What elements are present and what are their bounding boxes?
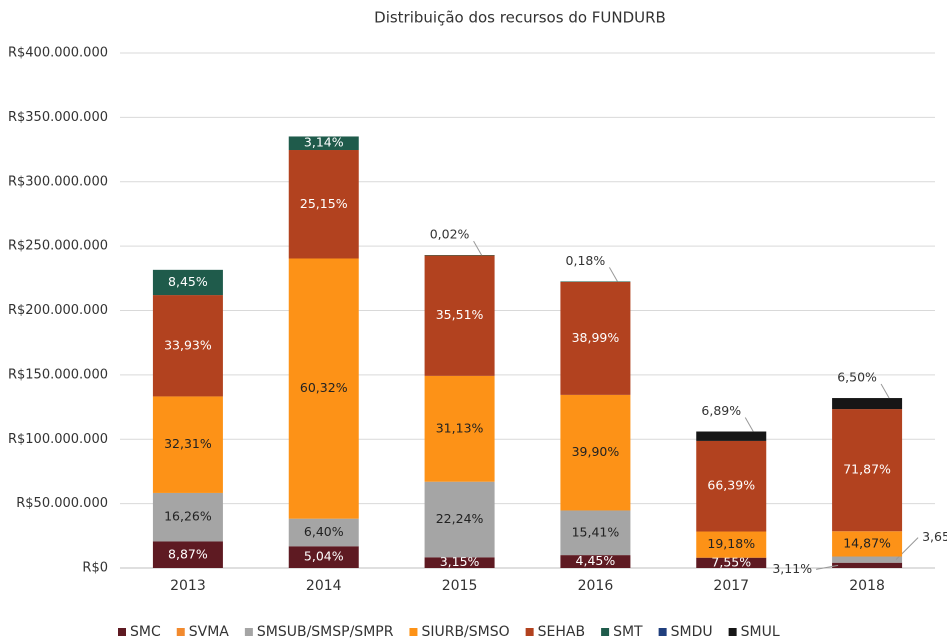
y-tick-label: R$300.000.000 (8, 174, 108, 189)
x-tick-label: 2015 (442, 578, 478, 594)
data-label: 3,14% (304, 135, 344, 150)
data-label: 32,31% (164, 436, 212, 451)
x-tick-label: 2014 (306, 578, 342, 594)
legend-swatch (118, 628, 126, 636)
leader-line (473, 240, 483, 256)
bar-segment (696, 440, 767, 532)
y-tick-label: R$350.000.000 (8, 110, 108, 125)
bar-segment (560, 394, 631, 511)
bar-segment (560, 281, 631, 395)
legend-swatch (601, 628, 610, 636)
legend-swatch (658, 628, 667, 636)
bar-segment (696, 431, 767, 441)
data-label: 33,93% (164, 337, 212, 352)
data-label: 31,13% (436, 420, 484, 435)
legend-swatch (525, 628, 534, 636)
bar-segment (288, 546, 359, 568)
legend-label: SIURB/SMSO (421, 624, 509, 640)
data-label: 14,87% (843, 535, 891, 550)
bar-segment (152, 492, 223, 542)
data-label: 19,18% (707, 536, 755, 551)
data-label: 71,87% (843, 462, 891, 477)
bar-segment (832, 398, 903, 410)
data-label: 60,32% (300, 380, 348, 395)
bar-segment (288, 136, 359, 151)
bar-segment (152, 269, 223, 296)
bar-segment (560, 510, 631, 556)
data-label: 4,45% (576, 553, 616, 568)
leader-line (608, 267, 618, 282)
data-label: 3,11% (772, 561, 812, 576)
data-label: 22,24% (436, 511, 484, 526)
data-label: 8,87% (168, 546, 208, 561)
bar-segment (424, 255, 495, 256)
bar-segment (832, 531, 903, 557)
y-tick-label: R$100.000.000 (8, 432, 108, 447)
data-label: 5,04% (304, 549, 344, 564)
data-label: 38,99% (572, 330, 620, 345)
y-tick-label: R$200.000.000 (8, 303, 108, 318)
leader-line (880, 383, 890, 399)
data-label: 0,18% (566, 253, 606, 268)
y-tick-label: R$0 (82, 561, 108, 576)
data-label: 25,15% (300, 196, 348, 211)
x-tick-label: 2016 (578, 578, 614, 594)
legend-label: SMUL (741, 624, 780, 640)
bar-segment (832, 562, 903, 568)
legend-swatch (409, 628, 418, 636)
bar-segment (424, 557, 495, 568)
legend-swatch (244, 628, 253, 636)
bar-segment (152, 396, 223, 493)
legend-swatch (176, 628, 185, 636)
bar-segment (152, 295, 223, 397)
bar-segment (288, 518, 359, 547)
bar-segment (696, 531, 767, 558)
legend-label: SVMA (189, 624, 230, 640)
legend-label: SMC (130, 624, 161, 640)
legend-label: SMDU (671, 624, 713, 640)
bar-segment (424, 481, 495, 558)
leader-line (815, 564, 839, 570)
data-label: 0,02% (430, 227, 470, 242)
leader-line (744, 417, 754, 432)
bar-segment (424, 375, 495, 482)
bar-segment (560, 555, 631, 568)
data-label: 15,41% (572, 524, 620, 539)
data-label: 6,50% (837, 370, 877, 385)
data-label: 3,65% (922, 529, 947, 544)
x-tick-label: 2017 (713, 578, 749, 594)
x-tick-label: 2018 (849, 578, 885, 594)
bar-segment (832, 556, 903, 563)
data-label: 35,51% (436, 307, 484, 322)
data-label: 6,89% (701, 403, 741, 418)
y-tick-label: R$400.000.000 (8, 46, 108, 61)
y-tick-label: R$50.000.000 (16, 496, 108, 511)
data-label: 7,55% (711, 554, 751, 569)
data-label: 8,45% (168, 274, 208, 289)
data-label: 6,40% (304, 524, 344, 539)
y-tick-label: R$150.000.000 (8, 367, 108, 382)
x-tick-label: 2013 (170, 578, 206, 594)
legend-swatch (728, 628, 737, 636)
data-label: 39,90% (572, 444, 620, 459)
legend-label: SMT (613, 624, 643, 640)
data-label: 16,26% (164, 509, 212, 524)
data-label: 66,39% (707, 478, 755, 493)
data-label: 3,15% (440, 554, 480, 569)
bar-segment (424, 255, 495, 376)
bar-segment (832, 409, 903, 532)
bar-segment (288, 258, 359, 519)
bar-segment (560, 281, 631, 282)
legend-label: SMSUB/SMSP/SMPR (257, 624, 394, 640)
y-tick-label: R$250.000.000 (8, 239, 108, 254)
bar-segment (152, 541, 223, 568)
bar-segment (288, 150, 359, 259)
legend-label: SEHAB (538, 624, 585, 640)
bar-segment (696, 557, 767, 568)
chart-title: Distribuição dos recursos do FUNDURB (374, 9, 666, 27)
